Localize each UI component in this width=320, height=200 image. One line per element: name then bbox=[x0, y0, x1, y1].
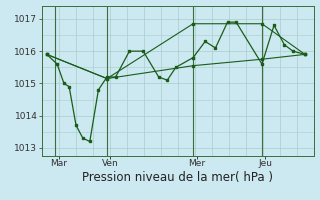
X-axis label: Pression niveau de la mer( hPa ): Pression niveau de la mer( hPa ) bbox=[82, 171, 273, 184]
